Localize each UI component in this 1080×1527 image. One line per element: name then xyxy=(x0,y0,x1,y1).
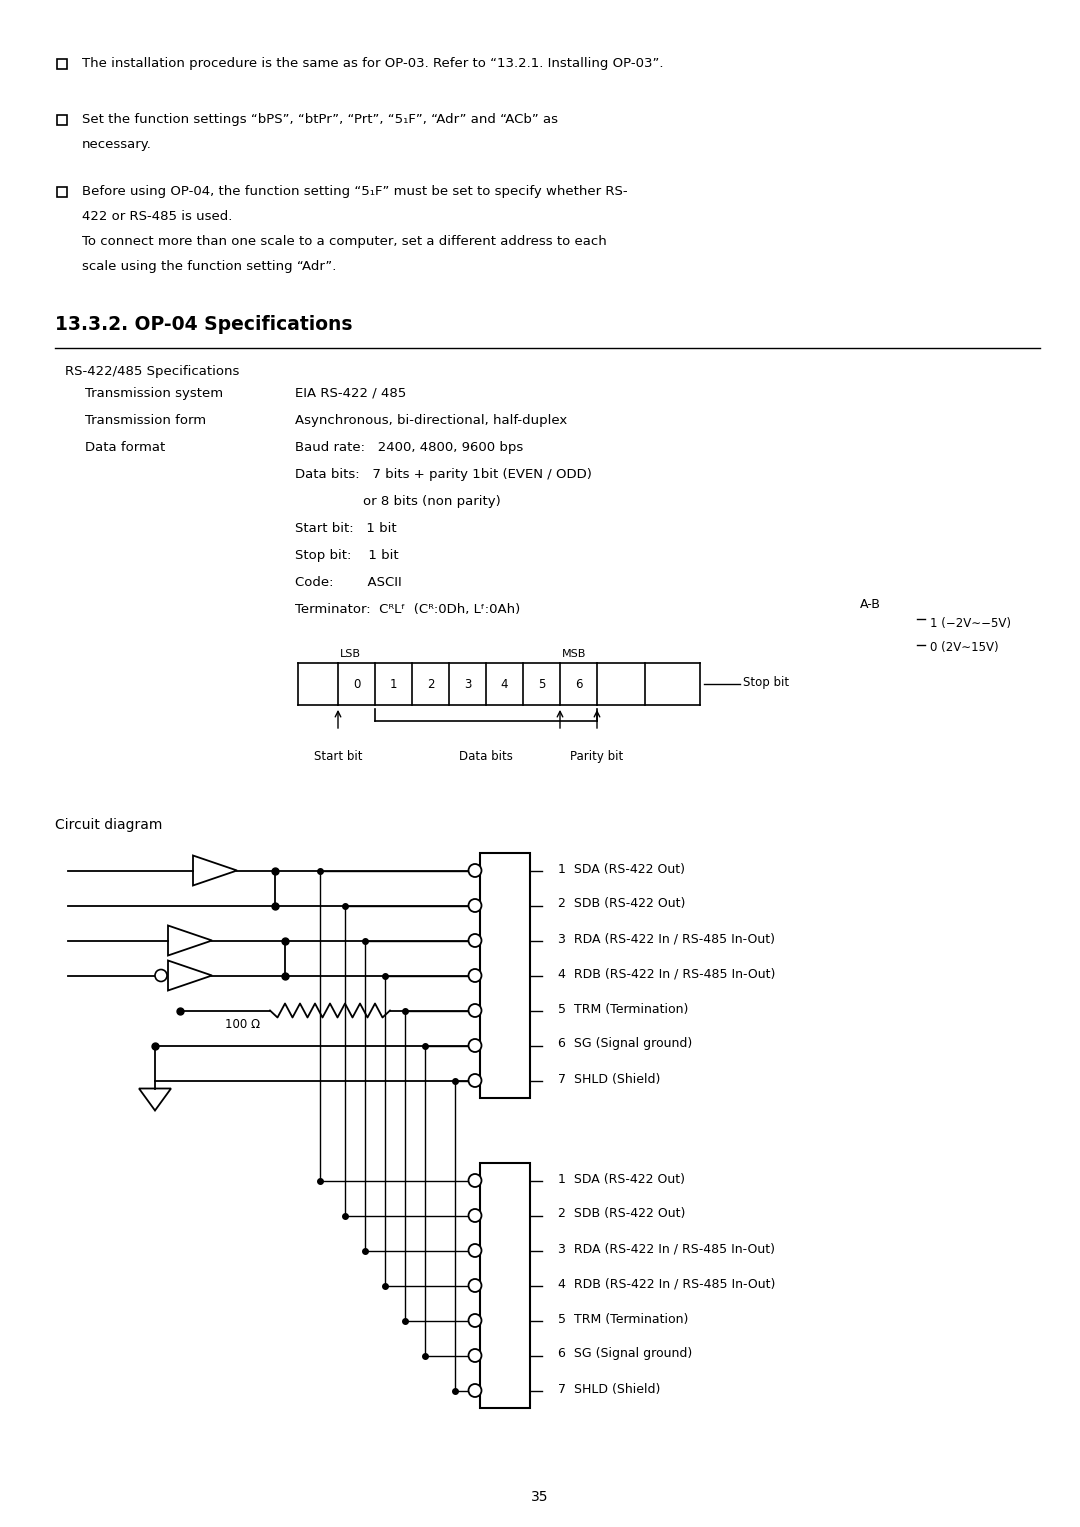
Text: 2  SDB (RS-422 Out): 2 SDB (RS-422 Out) xyxy=(558,898,686,910)
Bar xyxy=(480,1164,530,1408)
Text: Transmission system: Transmission system xyxy=(85,386,224,400)
Circle shape xyxy=(469,1348,482,1362)
Text: Stop bit:    1 bit: Stop bit: 1 bit xyxy=(295,550,399,562)
Text: 1  SDA (RS-422 Out): 1 SDA (RS-422 Out) xyxy=(558,1173,685,1185)
Text: Baud rate:   2400, 4800, 9600 bps: Baud rate: 2400, 4800, 9600 bps xyxy=(295,441,523,454)
Text: EIA RS-422 / 485: EIA RS-422 / 485 xyxy=(295,386,406,400)
Text: 7  SHLD (Shield): 7 SHLD (Shield) xyxy=(558,1382,660,1396)
Text: Stop bit: Stop bit xyxy=(743,676,789,689)
Text: 5: 5 xyxy=(538,678,545,690)
Bar xyxy=(57,60,67,69)
Bar xyxy=(57,115,67,125)
Circle shape xyxy=(469,935,482,947)
Text: 1 (−2V∼−5V): 1 (−2V∼−5V) xyxy=(930,617,1011,631)
Circle shape xyxy=(469,1383,482,1397)
Circle shape xyxy=(469,864,482,876)
Text: Start bit: Start bit xyxy=(314,750,362,764)
Text: Code:        ASCII: Code: ASCII xyxy=(295,576,402,589)
Circle shape xyxy=(469,899,482,912)
Text: 7  SHLD (Shield): 7 SHLD (Shield) xyxy=(558,1072,660,1086)
Text: 6  SG (Signal ground): 6 SG (Signal ground) xyxy=(558,1037,692,1051)
Bar xyxy=(480,854,530,1098)
Text: 4  RDB (RS-422 In / RS-485 In-Out): 4 RDB (RS-422 In / RS-485 In-Out) xyxy=(558,1278,775,1290)
Circle shape xyxy=(156,970,167,982)
Text: 100 Ω: 100 Ω xyxy=(225,1019,260,1032)
Circle shape xyxy=(469,1280,482,1292)
Text: The installation procedure is the same as for OP-03. Refer to “13.2.1. Installin: The installation procedure is the same a… xyxy=(82,56,663,70)
Text: Data format: Data format xyxy=(85,441,165,454)
Text: Data bits: Data bits xyxy=(459,750,513,764)
Text: Terminator:  CᴿLᶠ  (Cᴿ:0Dh, Lᶠ:0Ah): Terminator: CᴿLᶠ (Cᴿ:0Dh, Lᶠ:0Ah) xyxy=(295,603,521,615)
Circle shape xyxy=(469,1245,482,1257)
Text: 35: 35 xyxy=(531,1490,549,1504)
Text: 0: 0 xyxy=(353,678,361,690)
Text: Parity bit: Parity bit xyxy=(570,750,623,764)
Text: A-B: A-B xyxy=(860,599,881,611)
Text: RS-422/485 Specifications: RS-422/485 Specifications xyxy=(65,365,240,379)
Text: 1: 1 xyxy=(390,678,397,690)
Text: Before using OP-04, the function setting “5₁F” must be set to specify whether RS: Before using OP-04, the function setting… xyxy=(82,185,627,199)
Text: necessary.: necessary. xyxy=(82,137,152,151)
Text: 0 (2V∼15V): 0 (2V∼15V) xyxy=(930,641,999,654)
Circle shape xyxy=(469,1073,482,1087)
Text: Asynchronous, bi-directional, half-duplex: Asynchronous, bi-directional, half-duple… xyxy=(295,414,567,428)
Text: 6: 6 xyxy=(575,678,582,690)
Circle shape xyxy=(469,1315,482,1327)
Text: LSB: LSB xyxy=(340,649,361,660)
Text: 5  TRM (Termination): 5 TRM (Termination) xyxy=(558,1313,688,1325)
Circle shape xyxy=(469,1174,482,1186)
Text: 2  SDB (RS-422 Out): 2 SDB (RS-422 Out) xyxy=(558,1208,686,1220)
Text: 3  RDA (RS-422 In / RS-485 In-Out): 3 RDA (RS-422 In / RS-485 In-Out) xyxy=(558,1243,775,1255)
Text: 3  RDA (RS-422 In / RS-485 In-Out): 3 RDA (RS-422 In / RS-485 In-Out) xyxy=(558,933,775,945)
Text: 4: 4 xyxy=(501,678,509,690)
Text: 2: 2 xyxy=(427,678,434,690)
Text: Circuit diagram: Circuit diagram xyxy=(55,818,162,832)
Text: 4  RDB (RS-422 In / RS-485 In-Out): 4 RDB (RS-422 In / RS-485 In-Out) xyxy=(558,968,775,980)
Text: 13.3.2. OP-04 Specifications: 13.3.2. OP-04 Specifications xyxy=(55,315,352,334)
Text: 6  SG (Signal ground): 6 SG (Signal ground) xyxy=(558,1347,692,1361)
Text: Data bits:   7 bits + parity 1bit (EVEN / ODD): Data bits: 7 bits + parity 1bit (EVEN / … xyxy=(295,467,592,481)
Text: Set the function settings “bPS”, “btPr”, “Prt”, “5₁F”, “Adr” and “ACb” as: Set the function settings “bPS”, “btPr”,… xyxy=(82,113,558,127)
Text: Start bit:   1 bit: Start bit: 1 bit xyxy=(295,522,396,534)
Text: 1  SDA (RS-422 Out): 1 SDA (RS-422 Out) xyxy=(558,863,685,875)
Circle shape xyxy=(469,970,482,982)
Circle shape xyxy=(469,1038,482,1052)
Circle shape xyxy=(469,1209,482,1222)
Text: To connect more than one scale to a computer, set a different address to each: To connect more than one scale to a comp… xyxy=(82,235,607,247)
Text: Transmission form: Transmission form xyxy=(85,414,206,428)
Text: 5  TRM (Termination): 5 TRM (Termination) xyxy=(558,1003,688,1015)
Text: scale using the function setting “Adr”.: scale using the function setting “Adr”. xyxy=(82,260,336,273)
Text: MSB: MSB xyxy=(562,649,586,660)
Circle shape xyxy=(469,1003,482,1017)
Text: or 8 bits (non parity): or 8 bits (non parity) xyxy=(295,495,501,508)
Bar xyxy=(57,186,67,197)
Text: 422 or RS-485 is used.: 422 or RS-485 is used. xyxy=(82,211,232,223)
Text: 3: 3 xyxy=(463,678,471,690)
